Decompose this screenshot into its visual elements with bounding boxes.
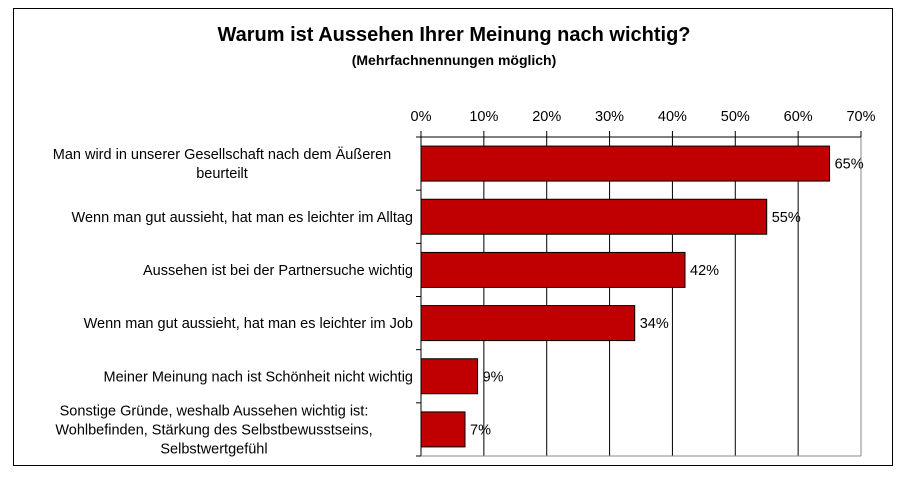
bar xyxy=(420,411,466,448)
category-label: Man wird in unserer Gesellschaft nach de… xyxy=(53,146,392,182)
bar xyxy=(420,305,636,342)
x-tick-label: 10% xyxy=(469,109,498,125)
bar xyxy=(420,198,768,235)
x-tick-label: 40% xyxy=(658,109,687,125)
data-label: 55% xyxy=(772,210,801,226)
x-tick-label: 0% xyxy=(411,109,432,125)
chart-subtitle: (Mehrfachnennungen möglich) xyxy=(351,52,557,68)
category-label: Aussehen ist bei der Partnersuche wichti… xyxy=(143,263,413,279)
data-label: 42% xyxy=(690,263,719,279)
data-label: 7% xyxy=(470,422,491,438)
chart-frame xyxy=(13,8,893,466)
bar xyxy=(420,358,479,395)
data-label: 34% xyxy=(640,316,669,332)
x-tick-label: 30% xyxy=(595,109,624,125)
chart-title: Warum ist Aussehen Ihrer Meinung nach wi… xyxy=(217,24,691,46)
category-label: Sonstige Gründe, weshalb Aussehen wichti… xyxy=(55,403,372,457)
x-tick-label: 50% xyxy=(721,109,750,125)
category-label: Wenn man gut aussieht, hat man es leicht… xyxy=(84,316,413,332)
x-tick-label: 60% xyxy=(784,109,813,125)
bar xyxy=(420,145,831,182)
category-label: Wenn man gut aussieht, hat man es leicht… xyxy=(72,210,413,226)
x-tick-label: 70% xyxy=(846,109,875,125)
bar xyxy=(420,251,686,288)
data-label: 9% xyxy=(483,369,504,385)
x-tick-label: 20% xyxy=(532,109,561,125)
category-label: Meiner Meinung nach ist Schönheit nicht … xyxy=(104,369,414,385)
data-label: 65% xyxy=(835,157,864,173)
